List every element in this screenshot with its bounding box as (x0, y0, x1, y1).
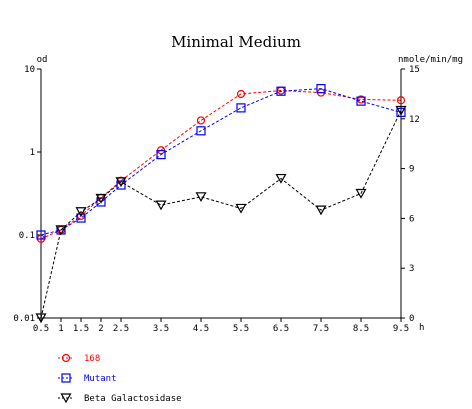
legend-label-1: Mutant (84, 374, 117, 384)
legend: 168 Mutant Beta Galactosidase (58, 353, 182, 404)
legend-label-2: Beta Galactosidase (84, 394, 182, 404)
plot-area: 0.5 1 1.5 2 2.5 3.5 4.5 5.5 6.5 7.5 8.5 9.5 10 1 0.1 0.… (13, 65, 420, 334)
data-point-s2-3 (95, 193, 107, 204)
legend-marker-1 (61, 373, 71, 383)
data-point-s0-11 (396, 96, 406, 105)
x-tick-label-8: 6.5 (273, 324, 289, 334)
data-point-s2-9 (315, 205, 327, 216)
data-point-s2-1 (55, 225, 67, 236)
data-point-s1-0 (36, 230, 46, 240)
data-point-s1-8 (276, 86, 286, 96)
x-tick-label-1: 1 (58, 324, 63, 334)
data-point-s2-6 (195, 192, 207, 203)
y-left-tick-label-3: 0.01 (13, 314, 35, 324)
x-tick-label-11: 9.5 (393, 324, 409, 334)
y-right-tick-label-3: 6 (409, 214, 414, 224)
y-right-tick-label-0: 15 (409, 65, 420, 75)
y-right-tick-label-5: 0 (409, 314, 414, 324)
data-point-s2-11 (395, 105, 407, 116)
x-tick-label-9: 7.5 (313, 324, 329, 334)
data-point-s1-5 (156, 150, 166, 160)
data-point-s2-8 (275, 173, 287, 184)
x-tick-label-0: 0.5 (33, 324, 49, 334)
x-tick-label-7: 5.5 (233, 324, 249, 334)
data-point-s2-10 (355, 188, 367, 199)
y-left-axis-label: od (37, 55, 48, 65)
series-line-2 (40, 110, 402, 319)
x-tick-label-10: 8.5 (353, 324, 369, 334)
data-point-s2-2 (75, 207, 87, 217)
x-tick-label-6: 4.5 (193, 324, 209, 334)
x-tick-label-4: 2.5 (113, 324, 129, 334)
series-line-0 (40, 90, 402, 240)
y-right-tick-label-1: 12 (409, 115, 420, 125)
legend-marker-0 (61, 353, 71, 363)
data-point-s1-9 (316, 84, 326, 94)
legend-marker-2 (60, 393, 72, 404)
data-point-s2-4 (115, 177, 127, 188)
data-point-s2-5 (155, 200, 167, 211)
data-point-s2-7 (235, 203, 247, 214)
legend-label-0: 168 (84, 354, 100, 364)
y-right-tick-label-4: 3 (409, 264, 414, 274)
y-right-axis-label: nmole/min/mg (398, 55, 463, 65)
data-point-s1-11 (396, 107, 406, 117)
y-right-tick-label-2: 9 (409, 165, 414, 175)
data-point-s2-0 (35, 313, 47, 324)
y-left-tick-label-0: 10 (24, 65, 35, 75)
x-tick-label-5: 3.5 (153, 324, 169, 334)
data-point-s1-6 (196, 126, 206, 136)
y-left-tick-label-1: 1 (30, 148, 35, 158)
data-point-s1-10 (356, 96, 366, 106)
x-tick-label-2: 1.5 (73, 324, 89, 334)
x-axis-label: h (419, 323, 424, 333)
data-point-s0-7 (236, 89, 246, 99)
y-left-tick-label-2: 0.1 (19, 231, 35, 241)
data-point-s0-6 (196, 116, 206, 125)
series-line-1 (40, 88, 402, 236)
data-point-s1-7 (236, 103, 246, 113)
data-point-s1-2 (76, 213, 86, 223)
x-tick-label-3: 2 (98, 324, 103, 334)
chart-title: Minimal Medium (171, 33, 301, 51)
